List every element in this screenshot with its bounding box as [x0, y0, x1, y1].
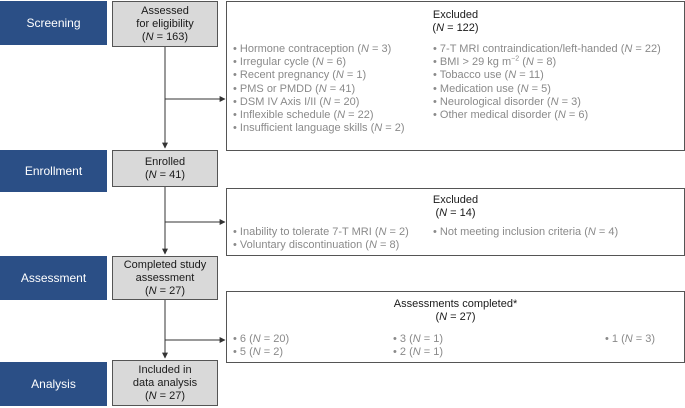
list-item: • 2 (N = 1) [393, 346, 444, 359]
box-line: Completed study [123, 258, 207, 271]
exclusions-title: Excluded [432, 9, 479, 21]
exclusions-screening-box: Excluded (N = 122) • Hormone contracepti… [226, 1, 685, 151]
assessments-col-2: • 3 (N = 1) • 2 (N = 1) [393, 333, 443, 359]
box-count: (N = 163) [141, 30, 189, 43]
stage-assessment: Assessment [0, 256, 107, 300]
list-item: • Voluntary discontinuation (N = 8) [233, 239, 400, 252]
list-item: • Insufficient language skills (N = 2) [233, 122, 405, 135]
box-count: (N = 27) [144, 389, 186, 402]
list-item: • DSM IV Axis I/II (N = 20) [233, 95, 360, 108]
box-line: assessment [135, 271, 195, 284]
list-item: • Medication use (N = 5) [433, 82, 551, 95]
exclusions-title: Excluded [432, 194, 479, 206]
exclusions-left-list: • Hormone contraception (N = 3) • Irregu… [233, 43, 405, 135]
stage-label: Screening [26, 16, 81, 30]
exclusions-count: (N = 14) [435, 207, 476, 219]
list-item: • 7-T MRI contraindication/left-handed (… [433, 43, 661, 55]
list-item: • Tobacco use (N = 11) [433, 69, 544, 82]
stage-label: Analysis [31, 377, 76, 391]
exclusions-right-list: • 7-T MRI contraindication/left-handed (… [433, 43, 661, 122]
list-item: • PMS or PMDD (N = 41) [233, 82, 356, 95]
assessments-box: Assessments completed* (N = 27) • 6 (N =… [226, 291, 685, 363]
stage-label: Assessment [20, 271, 87, 285]
list-item: • Not meeting inclusion criteria (N = 4) [433, 226, 619, 238]
list-item: • BMI > 29 kg m−2 (N = 8) [433, 55, 557, 69]
box-count: (N = 27) [144, 284, 186, 297]
exclusions-enrollment-box: Excluded (N = 14) • Inability to tolerat… [226, 188, 685, 256]
assessments-col-3: • 1 (N = 3) [605, 333, 655, 346]
list-item: • Other medical disorder (N = 6) [433, 109, 589, 122]
box-line: Enrolled [144, 155, 186, 168]
exclusions-header: Excluded (N = 14) [227, 194, 684, 220]
assessments-count: (N = 27) [435, 311, 476, 323]
stage-enrollment: Enrollment [0, 150, 107, 192]
box-line: for eligibility [136, 17, 194, 30]
box-enrolled: Enrolled (N = 41) [112, 150, 218, 187]
list-item: • 5 (N = 2) [233, 346, 284, 359]
box-line: Included in [138, 363, 192, 376]
assessments-col-1: • 6 (N = 20) • 5 (N = 2) [233, 333, 289, 359]
exclusions-right-list: • Not meeting inclusion criteria (N = 4) [433, 226, 618, 239]
box-count: (N = 41) [144, 168, 186, 181]
list-item: • Neurological disorder (N = 3) [433, 95, 581, 108]
list-item: • 3 (N = 1) [393, 333, 444, 345]
box-line: data analysis [132, 376, 198, 389]
assessments-header: Assessments completed* (N = 27) [227, 298, 684, 324]
list-item: • Recent pregnancy (N = 1) [233, 69, 367, 82]
list-item: • Hormone contraception (N = 3) [233, 43, 392, 55]
box-line: Assessed [141, 4, 189, 17]
list-item: • Irregular cycle (N = 6) [233, 56, 346, 69]
list-item: • Inflexible schedule (N = 22) [233, 109, 374, 122]
stage-label: Enrollment [24, 164, 83, 178]
box-completed: Completed study assessment (N = 27) [112, 256, 218, 300]
list-item: • 1 (N = 3) [605, 333, 656, 345]
exclusions-left-list: • Inability to tolerate 7-T MRI (N = 2) … [233, 226, 409, 252]
exclusions-header: Excluded (N = 122) [227, 9, 684, 35]
box-included: Included in data analysis (N = 27) [112, 360, 218, 406]
assessments-title: Assessments completed* [393, 298, 518, 310]
stage-analysis: Analysis [0, 362, 107, 406]
box-assessed: Assessed for eligibility (N = 163) [112, 1, 218, 47]
list-item: • Inability to tolerate 7-T MRI (N = 2) [233, 226, 409, 238]
exclusions-count: (N = 122) [432, 22, 479, 34]
list-item: • 6 (N = 20) [233, 333, 290, 345]
stage-screening: Screening [0, 1, 107, 45]
